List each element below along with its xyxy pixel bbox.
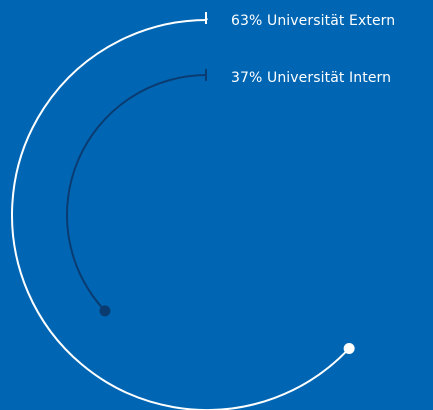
series-label-intern: 37% Universität Intern [231,70,391,86]
arcs-group [11,12,355,410]
arc-extern [11,19,350,410]
end-dot-extern [343,342,355,354]
end-dot-intern [99,305,111,317]
series-label-extern: 63% Universität Extern [231,13,395,29]
arc-intern [65,74,208,312]
